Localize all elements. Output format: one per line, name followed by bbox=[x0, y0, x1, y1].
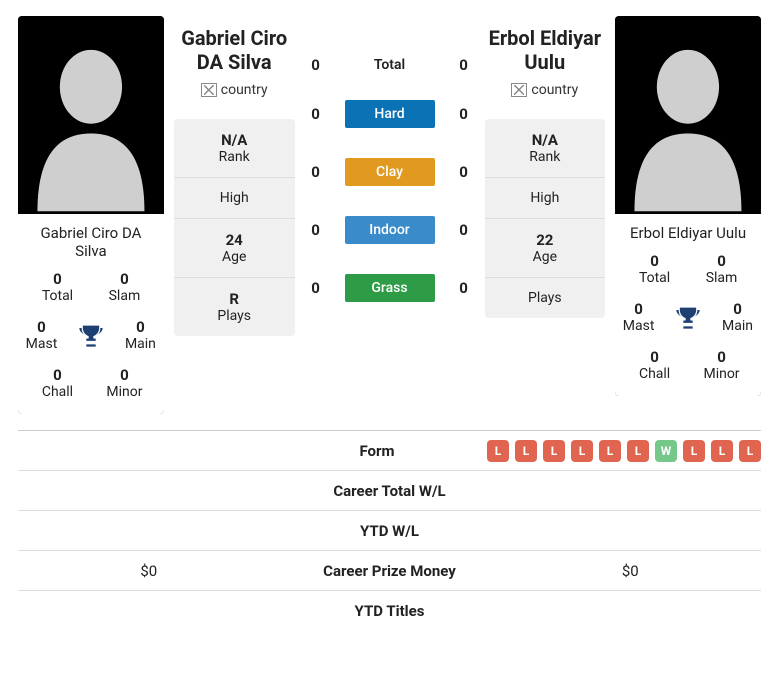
p1-stat-total: 0Total bbox=[24, 270, 91, 304]
p1-age: 24Age bbox=[174, 219, 295, 278]
form-result[interactable]: L bbox=[739, 440, 761, 462]
h2h-p2-value: 0 bbox=[453, 221, 475, 239]
row-form: Form LLLLLLWLLL bbox=[18, 431, 761, 471]
p1-stat-main: 0Main bbox=[123, 318, 158, 352]
p1-stat-mast: 0Mast bbox=[24, 318, 59, 352]
trophy-icon bbox=[674, 303, 702, 331]
form-result[interactable]: L bbox=[683, 440, 705, 462]
player2-name[interactable]: Erbol Eldiyar Uulu bbox=[485, 26, 606, 74]
row-label-form: Form bbox=[267, 442, 487, 460]
form-result[interactable]: L bbox=[627, 440, 649, 462]
p2-stat-slam: 0Slam bbox=[688, 252, 755, 286]
player2-card-name: Erbol Eldiyar Uulu bbox=[621, 224, 755, 242]
form-result[interactable]: L bbox=[599, 440, 621, 462]
h2h-p1-value: 0 bbox=[305, 56, 327, 74]
player2-name-col: Erbol Eldiyar Uulu country N/ARank High … bbox=[485, 16, 606, 318]
p1-plays: RPlays bbox=[174, 278, 295, 336]
p2-rank: N/ARank bbox=[485, 119, 606, 178]
h2h-p1-value: 0 bbox=[305, 221, 327, 239]
trophy-icon bbox=[77, 321, 105, 349]
form-result[interactable]: L bbox=[515, 440, 537, 462]
row-ytd-titles: YTD Titles bbox=[18, 591, 761, 631]
p1-rank: N/ARank bbox=[174, 119, 295, 178]
row-ytd-wl: YTD W/L bbox=[18, 511, 761, 551]
p2-stat-mast: 0Mast bbox=[621, 300, 656, 334]
h2h-row-clay: 0 Clay 0 bbox=[305, 158, 475, 186]
p1-stat-chall: 0Chall bbox=[24, 366, 91, 400]
player1-name-col: Gabriel Ciro DA Silva country N/ARank Hi… bbox=[174, 16, 295, 336]
p2-stat-chall: 0Chall bbox=[621, 348, 688, 382]
h2h-row-total: 0 Total 0 bbox=[305, 56, 475, 74]
broken-image-icon bbox=[201, 83, 217, 97]
h2h-p1-value: 0 bbox=[305, 279, 327, 297]
h2h-label-indoor[interactable]: Indoor bbox=[345, 216, 435, 244]
p1-stat-slam: 0Slam bbox=[91, 270, 158, 304]
player2-photo bbox=[615, 16, 761, 214]
player2-country: country bbox=[511, 82, 578, 98]
form-result[interactable]: L bbox=[487, 440, 509, 462]
p2-form: LLLLLLWLLL bbox=[487, 440, 761, 462]
player2-info-card: N/ARank High 22Age Plays bbox=[485, 119, 606, 318]
form-result[interactable]: L bbox=[571, 440, 593, 462]
player1-info-card: N/ARank High 24Age RPlays bbox=[174, 119, 295, 336]
p1-stat-minor: 0Minor bbox=[91, 366, 158, 400]
form-result[interactable]: L bbox=[711, 440, 733, 462]
h2h-label-grass[interactable]: Grass bbox=[345, 274, 435, 302]
p1-prize: $0 bbox=[140, 562, 157, 580]
p1-high: High bbox=[174, 178, 295, 219]
player1-card: Gabriel Ciro DA Silva 0Total 0Slam 0Mast… bbox=[18, 16, 164, 414]
p2-stat-total: 0Total bbox=[621, 252, 688, 286]
player1-name[interactable]: Gabriel Ciro DA Silva bbox=[174, 26, 295, 74]
p2-stat-minor: 0Minor bbox=[688, 348, 755, 382]
h2h-label-clay[interactable]: Clay bbox=[345, 158, 435, 186]
player2-card: Erbol Eldiyar Uulu 0Total 0Slam 0Mast 0M… bbox=[615, 16, 761, 396]
broken-image-icon bbox=[511, 83, 527, 97]
h2h-p1-value: 0 bbox=[305, 163, 327, 181]
form-result[interactable]: W bbox=[655, 440, 677, 462]
p2-plays: Plays bbox=[485, 278, 606, 318]
h2h-row-grass: 0 Grass 0 bbox=[305, 274, 475, 302]
p2-stat-main: 0Main bbox=[720, 300, 755, 334]
row-prize: $0 Career Prize Money $0 bbox=[18, 551, 761, 591]
form-result[interactable]: L bbox=[543, 440, 565, 462]
player1-country: country bbox=[201, 82, 268, 98]
p2-high: High bbox=[485, 178, 606, 219]
p2-prize: $0 bbox=[622, 562, 639, 580]
h2h-column: 0 Total 0 0 Hard 0 0 Clay 0 0 Indoor 0 0 Grass 0 bbox=[305, 16, 475, 332]
h2h-row-hard: 0 Hard 0 bbox=[305, 100, 475, 128]
p2-age: 22Age bbox=[485, 219, 606, 278]
h2h-row-indoor: 0 Indoor 0 bbox=[305, 216, 475, 244]
h2h-p2-value: 0 bbox=[453, 105, 475, 123]
h2h-p1-value: 0 bbox=[305, 105, 327, 123]
h2h-p2-value: 0 bbox=[453, 56, 475, 74]
h2h-p2-value: 0 bbox=[453, 279, 475, 297]
row-career-wl: Career Total W/L bbox=[18, 471, 761, 511]
comparison-table: Form LLLLLLWLLL Career Total W/L YTD W/L… bbox=[18, 431, 761, 631]
player1-photo bbox=[18, 16, 164, 214]
player1-card-name: Gabriel Ciro DA Silva bbox=[24, 224, 158, 260]
h2h-label-hard[interactable]: Hard bbox=[345, 100, 435, 128]
h2h-label-total: Total bbox=[345, 57, 435, 73]
h2h-p2-value: 0 bbox=[453, 163, 475, 181]
